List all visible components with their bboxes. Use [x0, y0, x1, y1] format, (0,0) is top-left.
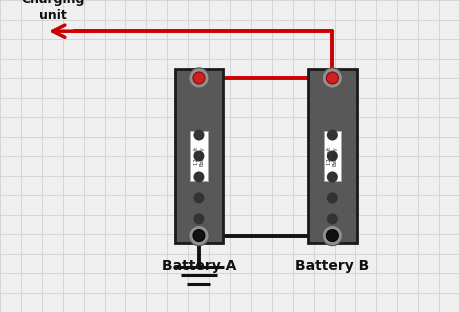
- Text: 12 volt
Battery: 12 volt Battery: [193, 146, 204, 166]
- Text: To
Electrical
Equipment
and
Charging
unit: To Electrical Equipment and Charging uni…: [15, 0, 90, 22]
- Circle shape: [326, 193, 337, 203]
- Circle shape: [188, 68, 208, 88]
- Circle shape: [188, 226, 208, 246]
- Circle shape: [326, 72, 338, 84]
- Bar: [190, 131, 207, 181]
- Text: Battery B: Battery B: [295, 259, 369, 273]
- Bar: [323, 131, 341, 181]
- Circle shape: [193, 213, 204, 224]
- Circle shape: [193, 230, 205, 241]
- Circle shape: [326, 172, 337, 183]
- Text: Battery A: Battery A: [162, 259, 235, 273]
- Circle shape: [193, 129, 204, 140]
- Circle shape: [326, 150, 337, 162]
- Circle shape: [193, 72, 205, 84]
- Circle shape: [326, 129, 337, 140]
- Circle shape: [321, 68, 341, 88]
- Circle shape: [326, 230, 338, 241]
- Bar: [308, 69, 356, 243]
- Circle shape: [326, 213, 337, 224]
- Circle shape: [193, 172, 204, 183]
- Bar: [174, 69, 223, 243]
- Circle shape: [193, 150, 204, 162]
- Text: 12 volt
Battery: 12 volt Battery: [326, 146, 337, 166]
- Circle shape: [321, 226, 341, 246]
- Circle shape: [193, 193, 204, 203]
